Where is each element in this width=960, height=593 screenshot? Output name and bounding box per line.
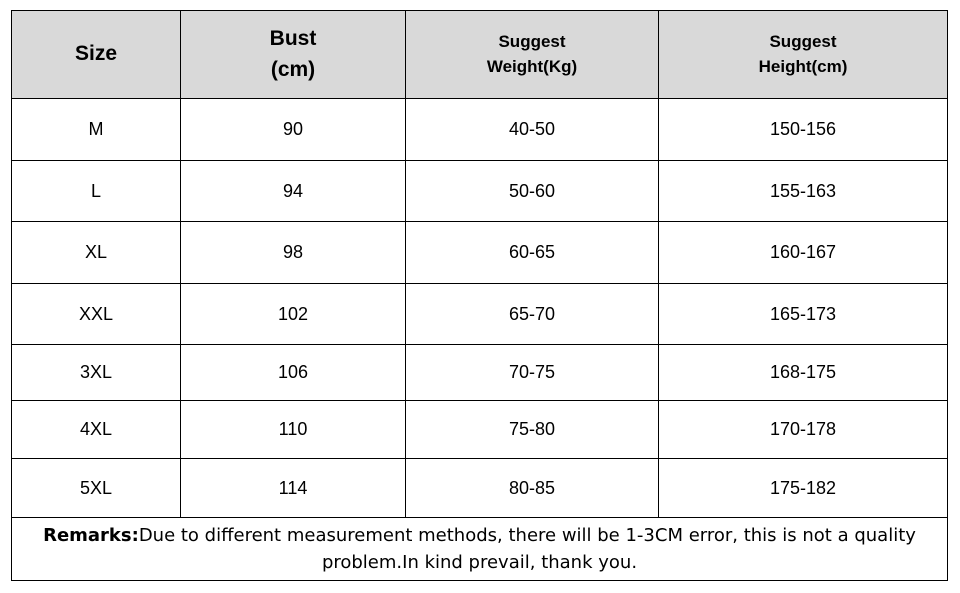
cell-bust: 98 (180, 221, 406, 284)
cell-height: 168-175 (658, 344, 948, 401)
cell-size: 3XL (11, 344, 181, 401)
header-bust: Bust (cm) (180, 10, 406, 99)
cell-size: XXL (11, 283, 181, 345)
cell-weight: 65-70 (405, 283, 659, 345)
cell-weight: 50-60 (405, 160, 659, 222)
remarks-text: Due to different measurement methods, th… (138, 525, 916, 573)
table-row: 5XL 114 80-85 175-182 (11, 458, 948, 518)
header-suggest-weight: Suggest Weight(Kg) (405, 10, 659, 99)
table-row: XL 98 60-65 160-167 (11, 221, 948, 284)
cell-size: 4XL (11, 400, 181, 459)
remarks-cell: Remarks:Due to different measurement met… (11, 517, 948, 581)
remarks-label: Remarks: (43, 525, 139, 546)
cell-height: 155-163 (658, 160, 948, 222)
cell-weight: 75-80 (405, 400, 659, 459)
cell-weight: 60-65 (405, 221, 659, 284)
table-row: XXL 102 65-70 165-173 (11, 283, 948, 345)
cell-size: M (11, 98, 181, 161)
cell-weight: 70-75 (405, 344, 659, 401)
cell-bust: 106 (180, 344, 406, 401)
cell-size: L (11, 160, 181, 222)
cell-bust: 94 (180, 160, 406, 222)
header-size: Size (11, 10, 181, 99)
header-suggest-height: Suggest Height(cm) (658, 10, 948, 99)
size-table: Size Bust (cm) Suggest Weight(Kg) Sugges… (11, 10, 948, 581)
size-chart: Size Bust (cm) Suggest Weight(Kg) Sugges… (11, 10, 948, 581)
cell-weight: 80-85 (405, 458, 659, 518)
cell-height: 160-167 (658, 221, 948, 284)
cell-weight: 40-50 (405, 98, 659, 161)
cell-height: 175-182 (658, 458, 948, 518)
remarks-row: Remarks:Due to different measurement met… (11, 517, 948, 581)
cell-bust: 114 (180, 458, 406, 518)
table-row: 3XL 106 70-75 168-175 (11, 344, 948, 401)
cell-height: 165-173 (658, 283, 948, 345)
cell-size: 5XL (11, 458, 181, 518)
cell-height: 150-156 (658, 98, 948, 161)
table-row: M 90 40-50 150-156 (11, 98, 948, 161)
cell-size: XL (11, 221, 181, 284)
header-row: Size Bust (cm) Suggest Weight(Kg) Sugges… (11, 10, 948, 99)
cell-height: 170-178 (658, 400, 948, 459)
table-row: 4XL 110 75-80 170-178 (11, 400, 948, 459)
cell-bust: 110 (180, 400, 406, 459)
cell-bust: 90 (180, 98, 406, 161)
cell-bust: 102 (180, 283, 406, 345)
table-row: L 94 50-60 155-163 (11, 160, 948, 222)
